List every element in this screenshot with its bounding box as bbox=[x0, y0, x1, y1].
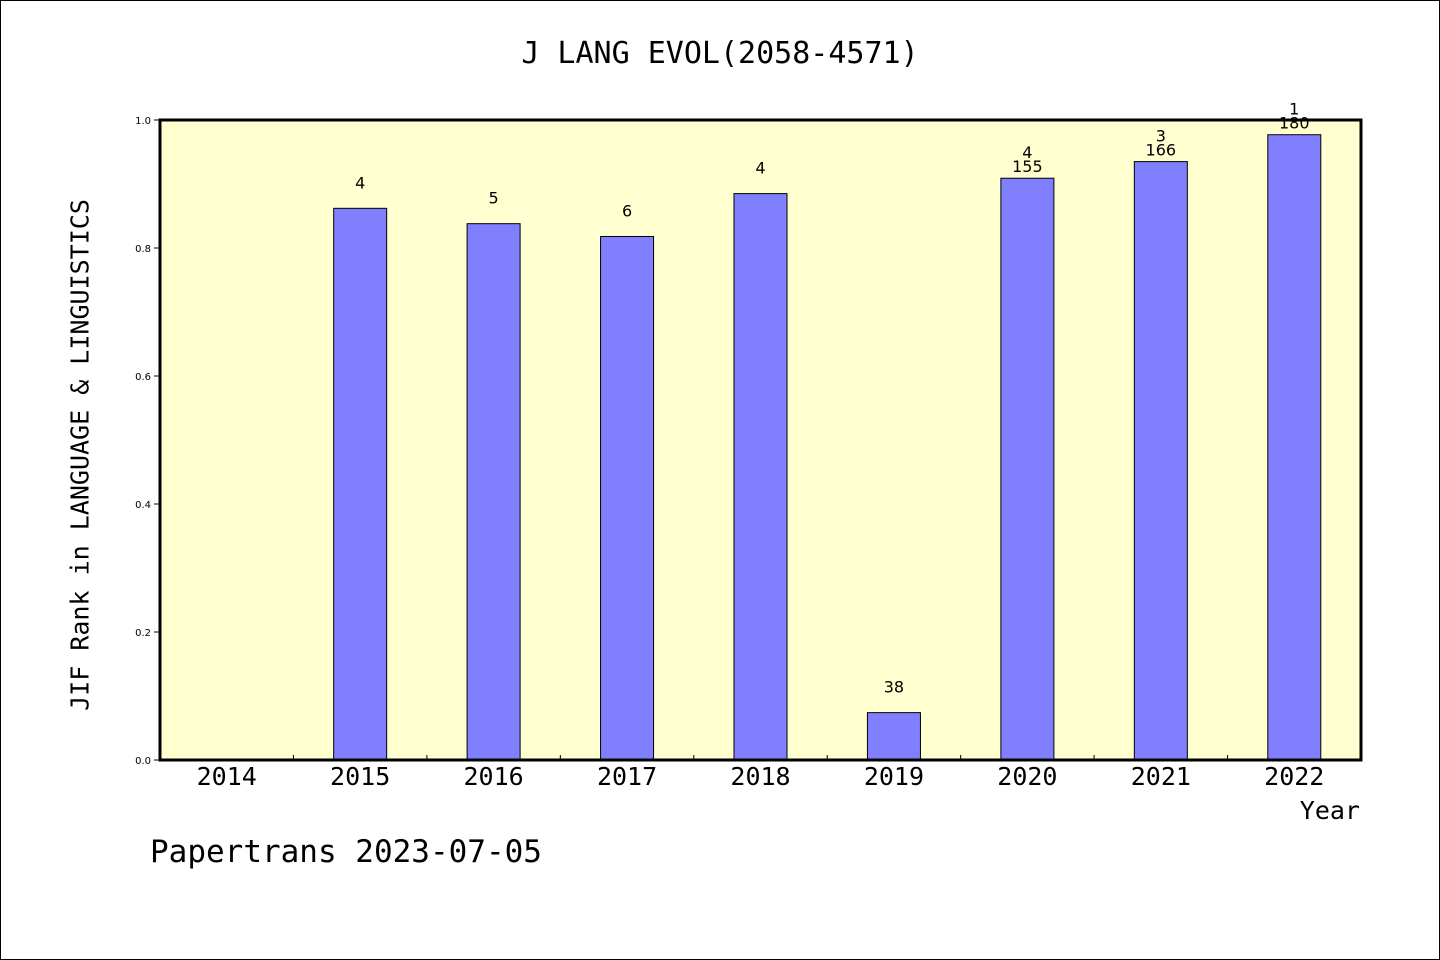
bar-total-label: 180 bbox=[1279, 114, 1310, 133]
chart-title: J LANG EVOL(2058-4571) bbox=[521, 36, 919, 71]
x-tick-label: 2017 bbox=[597, 762, 657, 791]
bar-rank-label: 4 bbox=[755, 159, 765, 178]
x-axis-label: Year bbox=[1299, 796, 1360, 825]
bar-rank-label: 3 bbox=[1156, 127, 1166, 146]
bar-2021 bbox=[1133, 161, 1188, 761]
bar-2015 bbox=[333, 207, 388, 761]
bar-2018 bbox=[733, 193, 788, 761]
bar-total-label: 166 bbox=[1146, 141, 1177, 160]
x-tick-label: 2016 bbox=[464, 762, 524, 791]
y-tick-label: 1.0 bbox=[135, 116, 151, 127]
y-tick-label: 0.0 bbox=[135, 756, 151, 767]
x-tick-label: 2018 bbox=[730, 762, 790, 791]
bar-2019 bbox=[866, 712, 921, 761]
bar-rank-label: 38 bbox=[884, 678, 904, 697]
x-tick-label: 2022 bbox=[1264, 762, 1324, 791]
bar-2020 bbox=[1000, 177, 1055, 761]
bar-rank-label: 4 bbox=[355, 173, 365, 192]
bar-2022 bbox=[1267, 134, 1322, 761]
x-tick-label: 2020 bbox=[997, 762, 1057, 791]
watermark-text: Papertrans 2023-07-05 bbox=[150, 834, 542, 870]
bar-rank-label: 5 bbox=[489, 189, 499, 208]
bar-rank-label: 1 bbox=[1289, 100, 1299, 119]
y-tick-label: 0.2 bbox=[135, 628, 151, 639]
y-tick-label: 0.8 bbox=[135, 244, 151, 255]
y-tick-label: 0.4 bbox=[135, 500, 151, 511]
bar-rank-label: 6 bbox=[622, 201, 632, 220]
y-tick-label: 0.6 bbox=[135, 372, 151, 383]
bar-2017 bbox=[600, 235, 655, 761]
bar-total-label: 155 bbox=[1012, 157, 1043, 176]
x-tick-label: 2014 bbox=[197, 762, 257, 791]
bar-2016 bbox=[466, 223, 521, 761]
x-tick-label: 2021 bbox=[1131, 762, 1191, 791]
plot-frame bbox=[158, 118, 1363, 762]
x-tick-label: 2015 bbox=[330, 762, 390, 791]
bar-rank-label: 4 bbox=[1022, 143, 1032, 162]
x-tick-label: 2019 bbox=[864, 762, 924, 791]
